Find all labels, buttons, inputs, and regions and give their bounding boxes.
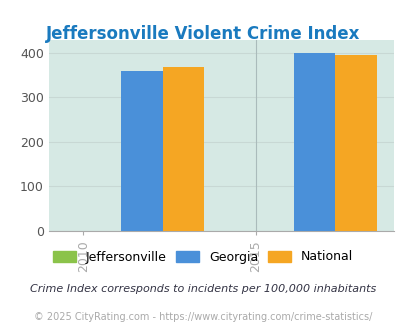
- Text: Crime Index corresponds to incidents per 100,000 inhabitants: Crime Index corresponds to incidents per…: [30, 284, 375, 294]
- Legend: Jeffersonville, Georgia, National: Jeffersonville, Georgia, National: [48, 246, 357, 269]
- Text: © 2025 CityRating.com - https://www.cityrating.com/crime-statistics/: © 2025 CityRating.com - https://www.city…: [34, 312, 371, 322]
- Bar: [335, 55, 376, 231]
- Bar: [162, 67, 204, 231]
- Text: Jeffersonville Violent Crime Index: Jeffersonville Violent Crime Index: [46, 25, 359, 43]
- Bar: [293, 53, 334, 231]
- Bar: [121, 71, 162, 231]
